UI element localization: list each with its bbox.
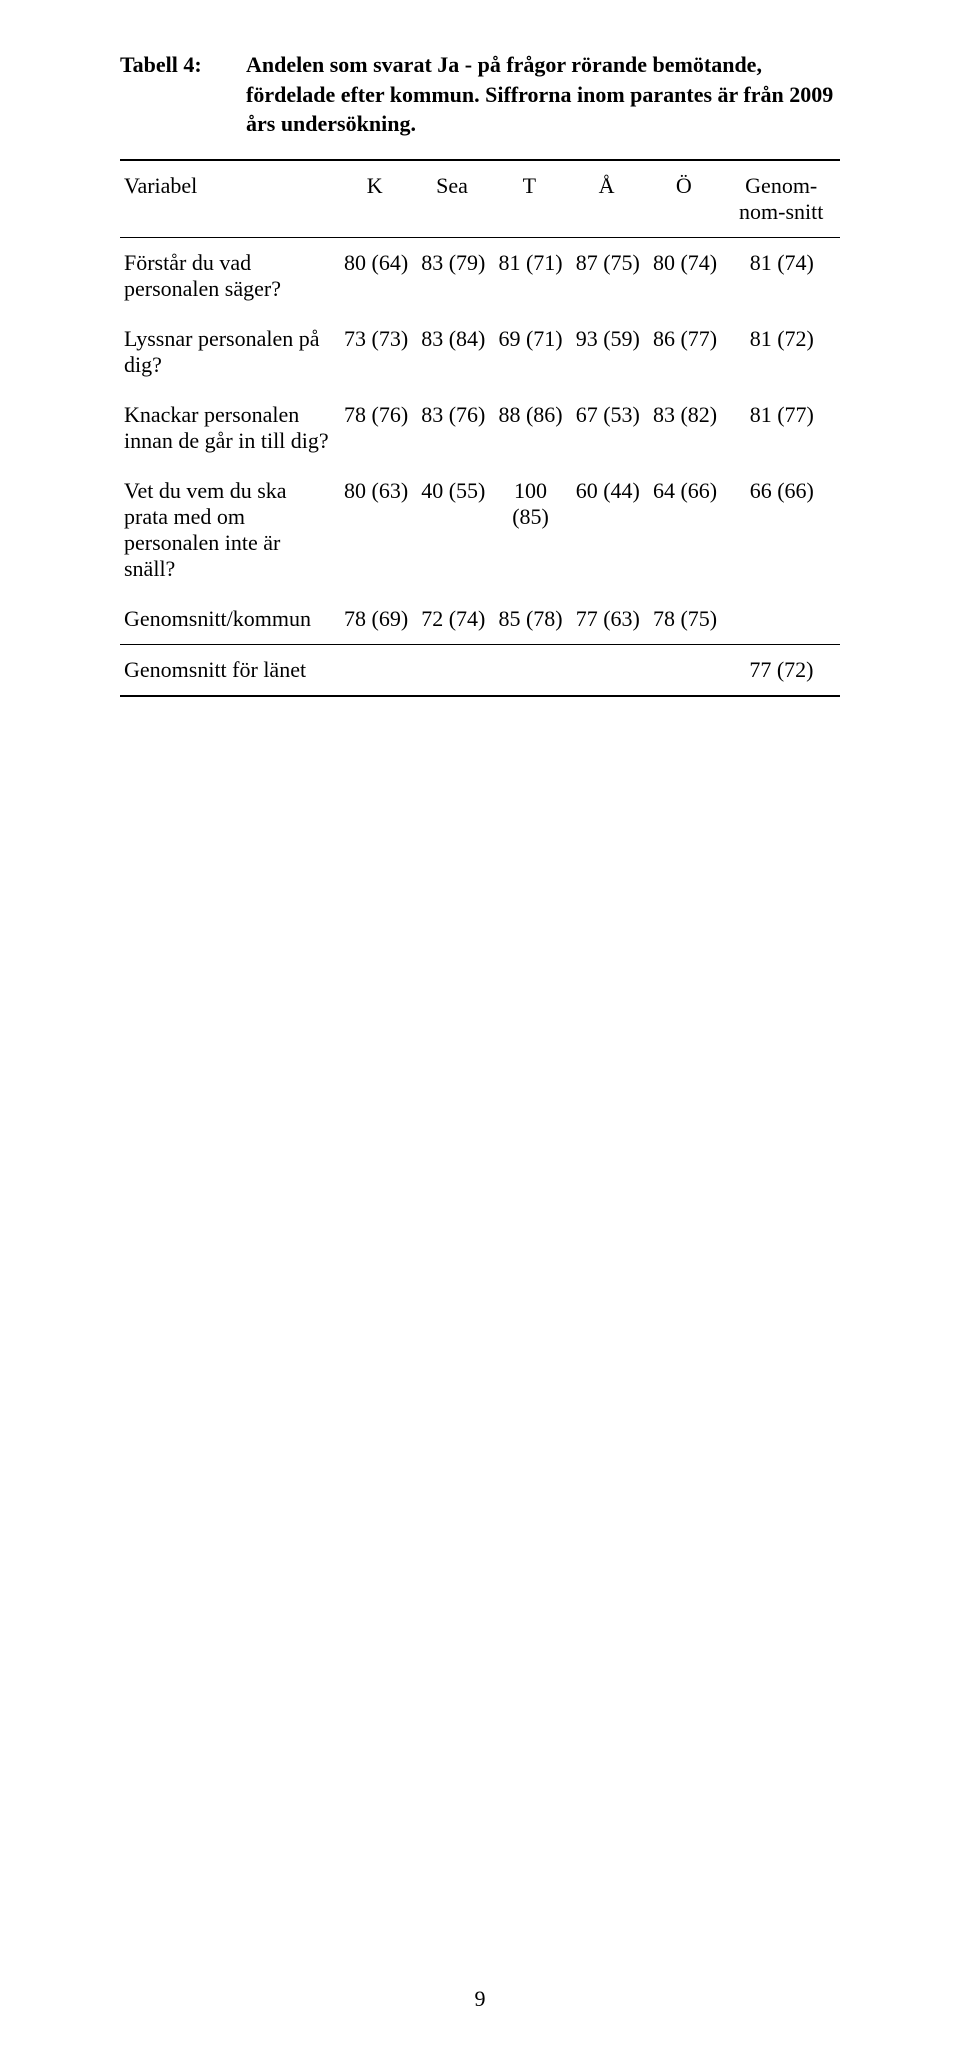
cell: 73 (73) xyxy=(337,314,414,390)
page-number: 9 xyxy=(0,1986,960,2012)
caption-text: Andelen som svarat Ja - på frågor rörand… xyxy=(246,50,840,139)
footer-avg: 77 (72) xyxy=(723,645,840,695)
row-avg: 81 (74) xyxy=(724,238,840,314)
header-col-4: Ö xyxy=(645,161,722,237)
cell: 80 (74) xyxy=(646,238,723,314)
row-avg: 81 (77) xyxy=(724,390,840,466)
header-col-1: Sea xyxy=(413,161,490,237)
cell: 67 (53) xyxy=(569,390,646,466)
row-avg: 66 (66) xyxy=(724,466,840,594)
cell: 72 (74) xyxy=(415,594,492,644)
table-row: Lyssnar personalen på dig? 73 (73) 83 (8… xyxy=(120,314,840,390)
cell: 87 (75) xyxy=(569,238,646,314)
rule-bottom xyxy=(120,695,840,697)
cell: 81 (71) xyxy=(492,238,569,314)
cell: 77 (63) xyxy=(569,594,646,644)
row-avg: 81 (72) xyxy=(724,314,840,390)
header-col-0: K xyxy=(336,161,413,237)
table-row: Genomsnitt/kommun 78 (69) 72 (74) 85 (78… xyxy=(120,594,840,644)
cell: 100 (85) xyxy=(492,466,569,594)
table-row: Förstår du vad personalen säger? 80 (64)… xyxy=(120,238,840,314)
row-label: Vet du vem du ska prata med om personale… xyxy=(120,466,337,594)
cell: 88 (86) xyxy=(492,390,569,466)
cell: 78 (75) xyxy=(646,594,723,644)
cell: 78 (69) xyxy=(337,594,414,644)
cell: 83 (82) xyxy=(646,390,723,466)
header-variable: Variabel xyxy=(120,161,336,237)
cell: 83 (76) xyxy=(415,390,492,466)
footer-cell xyxy=(414,645,491,695)
row-label: Förstår du vad personalen säger? xyxy=(120,238,337,314)
cell: 85 (78) xyxy=(492,594,569,644)
header-row: Variabel K Sea T Å Ö Genom-nom-snitt xyxy=(120,161,840,237)
page: Tabell 4: Andelen som svarat Ja - på frå… xyxy=(0,0,960,2052)
footer-row: Genomsnitt för länet 77 (72) xyxy=(120,645,840,695)
cell: 64 (66) xyxy=(646,466,723,594)
header-col-2: T xyxy=(491,161,568,237)
caption-label: Tabell 4: xyxy=(120,50,246,139)
table-row: Vet du vem du ska prata med om personale… xyxy=(120,466,840,594)
cell: 60 (44) xyxy=(569,466,646,594)
footer-cell xyxy=(491,645,568,695)
cell: 40 (55) xyxy=(415,466,492,594)
table-caption: Tabell 4: Andelen som svarat Ja - på frå… xyxy=(120,50,840,139)
cell: 80 (64) xyxy=(337,238,414,314)
header-avg: Genom-nom-snitt xyxy=(722,161,840,237)
cell: 80 (63) xyxy=(337,466,414,594)
footer-table: Genomsnitt för länet 77 (72) xyxy=(120,645,840,695)
cell: 83 (84) xyxy=(415,314,492,390)
cell: 93 (59) xyxy=(569,314,646,390)
data-table-body: Förstår du vad personalen säger? 80 (64)… xyxy=(120,238,840,644)
footer-cell xyxy=(646,645,723,695)
cell: 69 (71) xyxy=(492,314,569,390)
header-col-3: Å xyxy=(568,161,645,237)
cell: 86 (77) xyxy=(646,314,723,390)
row-label: Genomsnitt/kommun xyxy=(120,594,337,644)
row-label: Lyssnar personalen på dig? xyxy=(120,314,337,390)
data-table: Variabel K Sea T Å Ö Genom-nom-snitt xyxy=(120,161,840,237)
footer-cell xyxy=(568,645,645,695)
footer-label: Genomsnitt för länet xyxy=(120,645,337,695)
row-label: Knackar personalen innan de går in till … xyxy=(120,390,337,466)
row-avg xyxy=(724,594,840,644)
footer-cell xyxy=(337,645,414,695)
cell: 78 (76) xyxy=(337,390,414,466)
cell: 83 (79) xyxy=(415,238,492,314)
table-row: Knackar personalen innan de går in till … xyxy=(120,390,840,466)
